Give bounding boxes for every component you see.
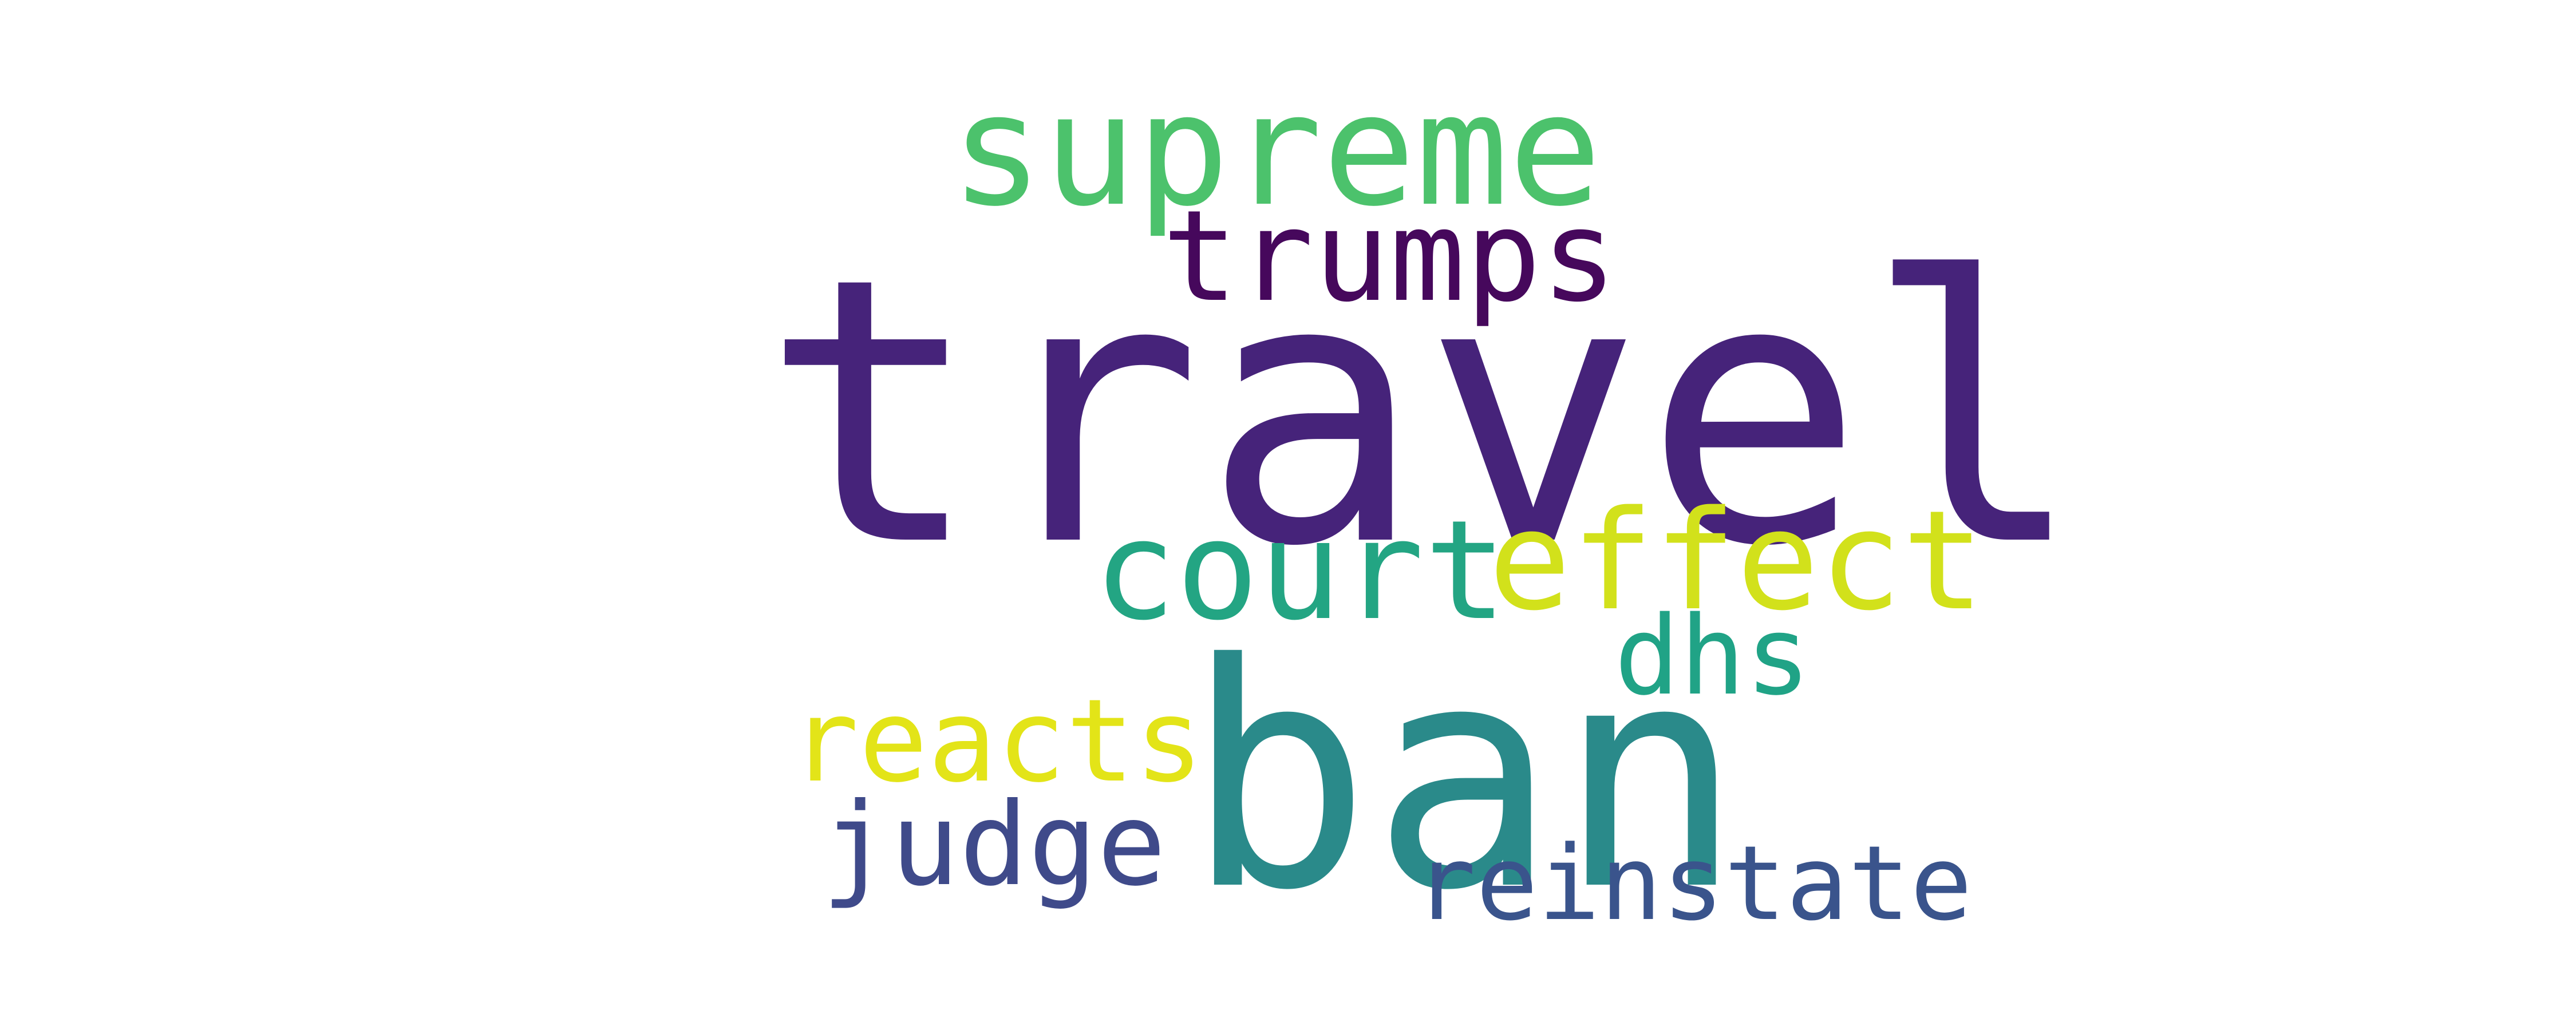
word-effect: effect [1488,481,1985,641]
word-dhs: dhs [1614,593,1811,719]
word-reacts: reacts [790,675,1204,808]
word-trumps: trumps [1162,183,1617,330]
word-travel: travel [761,200,2085,626]
word-ban: ban [1185,599,1744,958]
word-judge: judge [821,778,1167,912]
word-court: court [1093,490,1507,651]
word-reinstate: reinstate [1414,824,1973,944]
word-supreme: supreme [950,60,1602,240]
